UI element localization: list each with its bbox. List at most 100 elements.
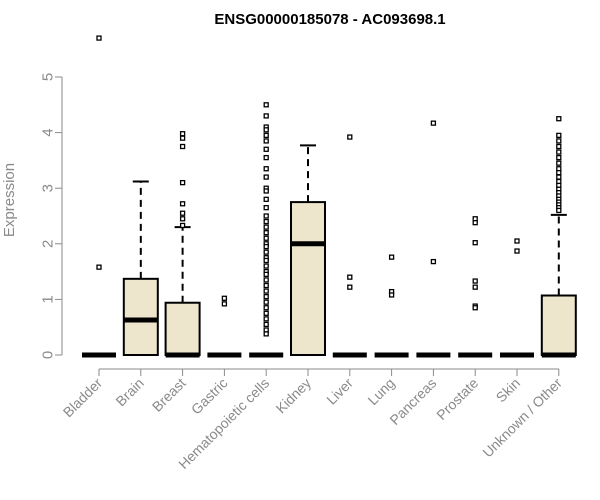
box-pancreas	[416, 120, 451, 358]
x-tick-label: Unknown / Other	[479, 375, 565, 461]
outlier-point	[556, 143, 562, 150]
chart-title: ENSG00000185078 - AC093698.1	[214, 11, 445, 28]
outlier-point	[179, 222, 186, 229]
outlier-point	[556, 169, 562, 176]
outlier-point	[263, 257, 269, 264]
outlier-point	[263, 113, 269, 119]
outlier-point	[263, 282, 269, 289]
box-prostate	[458, 216, 493, 358]
outlier-point	[263, 305, 269, 311]
outlier-point	[179, 143, 186, 150]
outlier-point	[430, 258, 437, 265]
outlier-point	[179, 210, 186, 216]
outlier-point	[347, 134, 353, 140]
outlier-point	[263, 127, 269, 133]
outlier-point	[221, 295, 228, 301]
box-liver	[332, 134, 367, 358]
iqr-box	[540, 294, 577, 356]
outlier-point	[472, 305, 478, 311]
outlier-point	[263, 166, 269, 172]
y-tick-label: 4	[40, 128, 57, 136]
outlier-point	[263, 224, 269, 230]
outlier-point	[556, 174, 562, 180]
outlier-point	[179, 179, 186, 186]
outlier-point	[556, 207, 562, 214]
outlier-point	[179, 135, 186, 141]
iqr-box	[122, 277, 159, 356]
y-axis-label: Expression	[1, 163, 18, 237]
box-unknown-other	[540, 116, 577, 358]
outlier-point	[263, 132, 269, 139]
outlier-point	[263, 235, 269, 241]
outlier-point	[263, 321, 269, 328]
y-tick-label: 3	[40, 184, 57, 192]
outlier-point	[263, 218, 269, 225]
outlier-point	[347, 274, 353, 280]
iqr-box	[164, 301, 201, 356]
x-tick-label: Lung	[364, 375, 397, 408]
outlier-point	[263, 138, 269, 144]
outlier-point	[263, 188, 269, 194]
x-tick-label: Prostate	[433, 375, 481, 423]
outlier-point	[347, 284, 353, 290]
outlier-point	[556, 138, 562, 144]
outlier-point	[96, 264, 102, 270]
outlier-point	[263, 263, 269, 269]
outlier-point	[263, 196, 269, 202]
iqr-box	[290, 201, 326, 356]
outlier-point	[263, 205, 269, 211]
outlier-point	[556, 132, 562, 139]
box-kidney	[290, 144, 326, 356]
outlier-point	[388, 292, 395, 298]
outlier-point	[263, 288, 269, 294]
outlier-point	[263, 146, 269, 152]
y-tick-label: 0	[40, 351, 57, 359]
outlier-point	[514, 238, 520, 244]
outlier-point	[472, 278, 478, 284]
box-skin	[500, 238, 534, 358]
outlier-point	[263, 299, 269, 305]
box-gastric	[207, 295, 242, 358]
outlier-point	[263, 174, 269, 180]
outlier-point	[263, 316, 269, 322]
boxplot-series	[82, 35, 577, 358]
box-bladder	[82, 35, 116, 358]
outlier-point	[263, 293, 269, 300]
y-tick-label: 2	[40, 240, 57, 248]
x-tick-label: Liver	[323, 375, 356, 408]
box-breast	[164, 131, 201, 358]
outlier-point	[263, 249, 269, 255]
y-tick-label: 5	[40, 73, 57, 81]
box-lung	[374, 254, 409, 358]
outlier-point	[179, 131, 186, 137]
outlier-point	[472, 284, 478, 290]
outlier-point	[430, 120, 437, 126]
outlier-point	[472, 220, 478, 226]
x-tick-label: Breast	[149, 375, 189, 415]
box-hematopoietic-cells	[249, 102, 284, 358]
x-tick-label: Kidney	[273, 375, 315, 417]
outlier-point	[263, 154, 269, 161]
box-brain	[122, 180, 159, 356]
outlier-point	[263, 243, 269, 250]
outlier-point	[179, 201, 186, 207]
outlier-point	[96, 35, 102, 41]
outlier-point	[263, 331, 269, 337]
outlier-point	[263, 277, 269, 283]
x-tick-label: Bladder	[60, 375, 106, 421]
x-tick-label: Brain	[112, 375, 146, 409]
outlier-point	[556, 116, 562, 122]
outlier-point	[263, 213, 269, 219]
outlier-point	[556, 160, 562, 166]
x-tick-label: Skin	[493, 375, 524, 406]
outlier-point	[263, 271, 269, 278]
y-axis: 0 1 2 3 4 5	[40, 73, 63, 359]
outlier-point	[556, 149, 562, 155]
outlier-point	[263, 230, 269, 236]
outlier-point	[221, 301, 228, 307]
y-tick-label: 1	[40, 295, 57, 303]
outlier-point	[179, 216, 186, 222]
outlier-point	[514, 248, 520, 254]
